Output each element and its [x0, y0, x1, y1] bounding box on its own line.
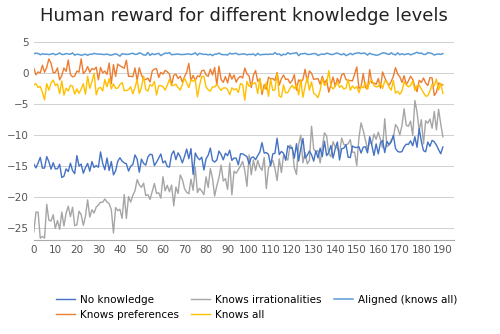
- Knows all: [440, 92, 446, 96]
- Knows irrationalities: [440, 135, 446, 139]
- Knows all: [328, 84, 334, 88]
- Knows all: [310, 91, 316, 95]
- No knowledge: [59, 175, 65, 179]
- Knows all: [112, 86, 118, 90]
- No knowledge: [31, 162, 37, 166]
- Knows irrationalities: [412, 99, 418, 103]
- Knows all: [326, 69, 332, 73]
- Knows all: [317, 88, 323, 92]
- Knows preferences: [115, 62, 121, 66]
- Knows preferences: [440, 83, 446, 87]
- Knows all: [31, 83, 37, 87]
- Knows irrationalities: [338, 136, 344, 140]
- Knows all: [242, 98, 248, 102]
- Knows all: [257, 76, 263, 80]
- Aligned (knows all): [414, 50, 420, 54]
- Line: Knows preferences: Knows preferences: [34, 59, 443, 96]
- Line: Aligned (knows all): Aligned (knows all): [34, 52, 443, 56]
- Knows irrationalities: [326, 152, 332, 156]
- Knows preferences: [310, 77, 316, 81]
- No knowledge: [440, 145, 446, 149]
- Knows preferences: [31, 66, 37, 70]
- Knows irrationalities: [115, 209, 121, 213]
- Line: Knows irrationalities: Knows irrationalities: [34, 101, 443, 238]
- Knows irrationalities: [317, 161, 323, 165]
- Knows irrationalities: [38, 236, 44, 240]
- Aligned (knows all): [326, 52, 332, 56]
- Aligned (knows all): [31, 52, 37, 56]
- No knowledge: [326, 151, 332, 155]
- Knows irrationalities: [257, 165, 263, 169]
- No knowledge: [310, 159, 316, 163]
- Line: No knowledge: No knowledge: [34, 129, 443, 177]
- Knows preferences: [78, 57, 84, 61]
- Knows irrationalities: [310, 147, 316, 151]
- Legend: No knowledge, Knows preferences, Knows irrationalities, Knows all, Aligned (know: No knowledge, Knows preferences, Knows i…: [52, 291, 462, 324]
- Knows preferences: [432, 94, 438, 98]
- Knows irrationalities: [31, 230, 37, 234]
- Aligned (knows all): [117, 54, 123, 58]
- Knows preferences: [326, 90, 332, 94]
- No knowledge: [115, 159, 121, 163]
- No knowledge: [317, 146, 323, 150]
- No knowledge: [257, 150, 263, 154]
- Aligned (knows all): [257, 53, 263, 57]
- Knows all: [341, 87, 347, 91]
- Aligned (knows all): [310, 52, 316, 56]
- No knowledge: [338, 147, 344, 151]
- Title: Human reward for different knowledge levels: Human reward for different knowledge lev…: [40, 7, 448, 25]
- Aligned (knows all): [112, 52, 118, 56]
- Knows preferences: [257, 77, 263, 81]
- Knows preferences: [338, 73, 344, 77]
- Aligned (knows all): [338, 53, 344, 57]
- Line: Knows all: Knows all: [34, 71, 443, 100]
- Aligned (knows all): [317, 52, 323, 56]
- Aligned (knows all): [440, 52, 446, 56]
- No knowledge: [416, 127, 422, 131]
- Knows preferences: [317, 82, 323, 86]
